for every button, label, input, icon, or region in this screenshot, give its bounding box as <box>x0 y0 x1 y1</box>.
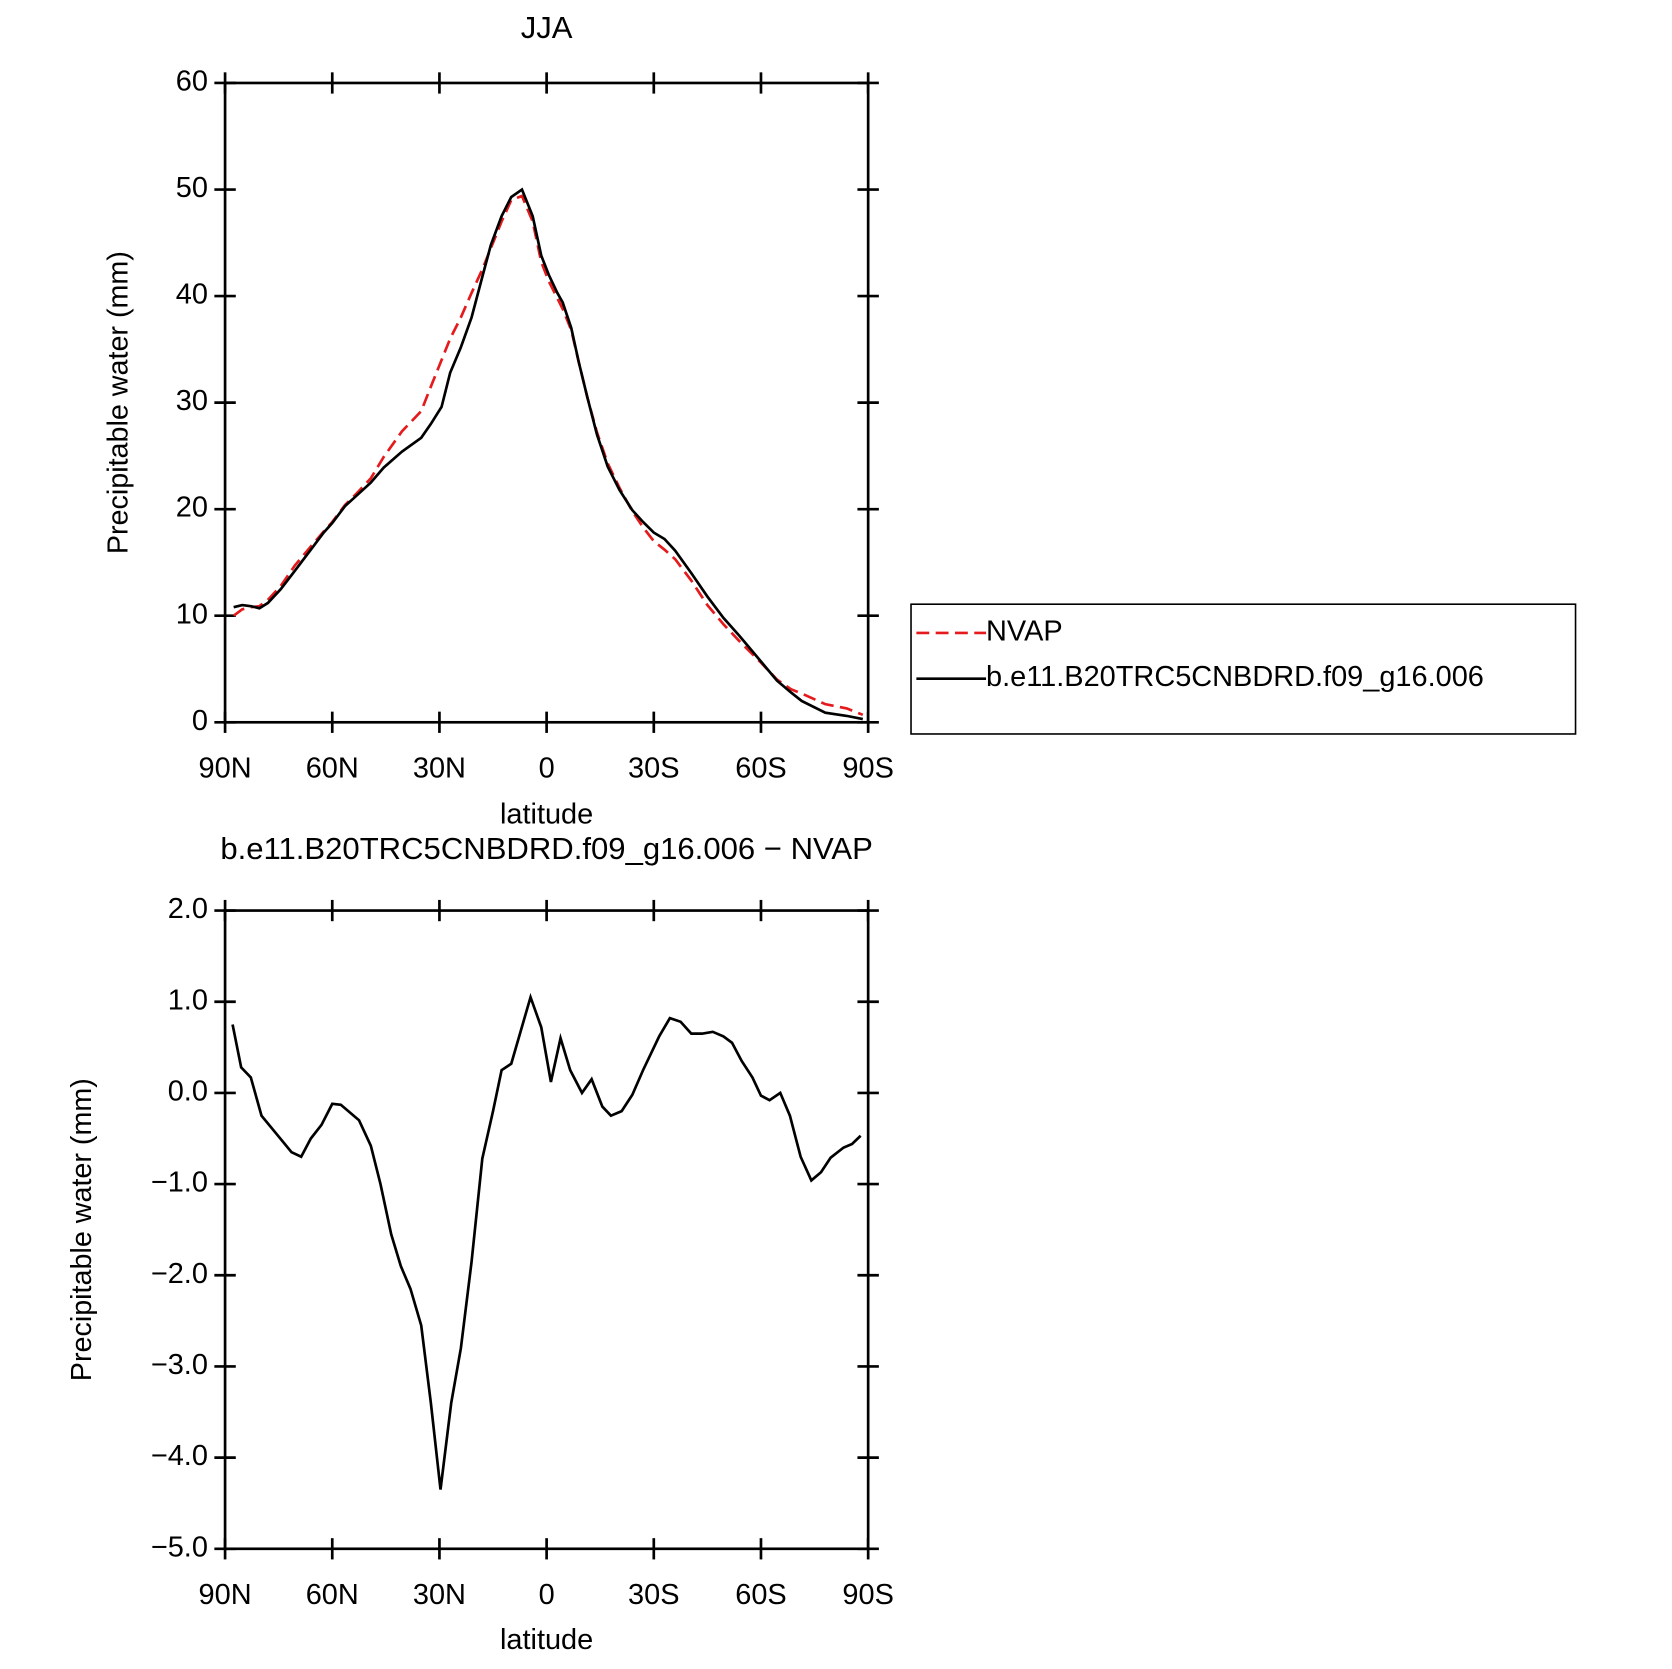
y-tick-label: 1.0 <box>168 984 208 1016</box>
chart-title: JJA <box>521 10 573 45</box>
y-tick-label: −4.0 <box>151 1440 208 1472</box>
x-axis-label: latitude <box>500 1624 593 1656</box>
y-tick-label: 2.0 <box>168 893 208 925</box>
y-tick-label: −3.0 <box>151 1349 208 1381</box>
y-tick-label: 0 <box>192 705 208 737</box>
legend-label: b.e11.B20TRC5CNBDRD.f09_g16.006 <box>986 661 1484 693</box>
x-tick-label: 0 <box>539 1579 555 1611</box>
x-axis-label: latitude <box>500 799 593 831</box>
y-axis-label: Precipitable water (mm) <box>66 1078 98 1381</box>
y-tick-label: −2.0 <box>151 1258 208 1290</box>
x-tick-label: 30S <box>628 1579 679 1611</box>
x-tick-label: 90N <box>199 1579 252 1611</box>
data-line <box>233 187 864 721</box>
x-tick-label: 60N <box>306 753 359 785</box>
y-tick-label: 30 <box>176 385 208 417</box>
legend-box <box>910 603 1577 735</box>
x-tick-label: 30N <box>413 1579 466 1611</box>
y-tick-label: −1.0 <box>151 1167 208 1199</box>
x-tick-label: 30S <box>628 753 679 785</box>
y-tick-label: 50 <box>176 172 208 204</box>
legend-label: NVAP <box>986 616 1063 648</box>
x-tick-label: 90S <box>842 1579 893 1611</box>
y-tick-label: 0.0 <box>168 1076 208 1108</box>
plot-frame <box>223 909 870 1551</box>
data-line <box>231 992 862 1490</box>
x-tick-label: 60S <box>735 1579 786 1611</box>
x-tick-label: 30N <box>413 753 466 785</box>
x-tick-label: 0 <box>539 753 555 785</box>
y-tick-label: 10 <box>176 598 208 630</box>
y-tick-label: 60 <box>176 66 208 98</box>
y-tick-label: 20 <box>176 492 208 524</box>
x-tick-label: 90S <box>842 753 893 785</box>
y-axis-label: Precipitable water (mm) <box>103 251 135 554</box>
y-tick-label: −5.0 <box>151 1531 208 1563</box>
x-tick-label: 90N <box>199 753 252 785</box>
x-tick-label: 60N <box>306 1579 359 1611</box>
x-tick-label: 60S <box>735 753 786 785</box>
plot-frame <box>223 81 870 724</box>
chart-title: b.e11.B20TRC5CNBDRD.f09_g16.006 − NVAP <box>220 831 873 866</box>
y-tick-label: 40 <box>176 279 208 311</box>
